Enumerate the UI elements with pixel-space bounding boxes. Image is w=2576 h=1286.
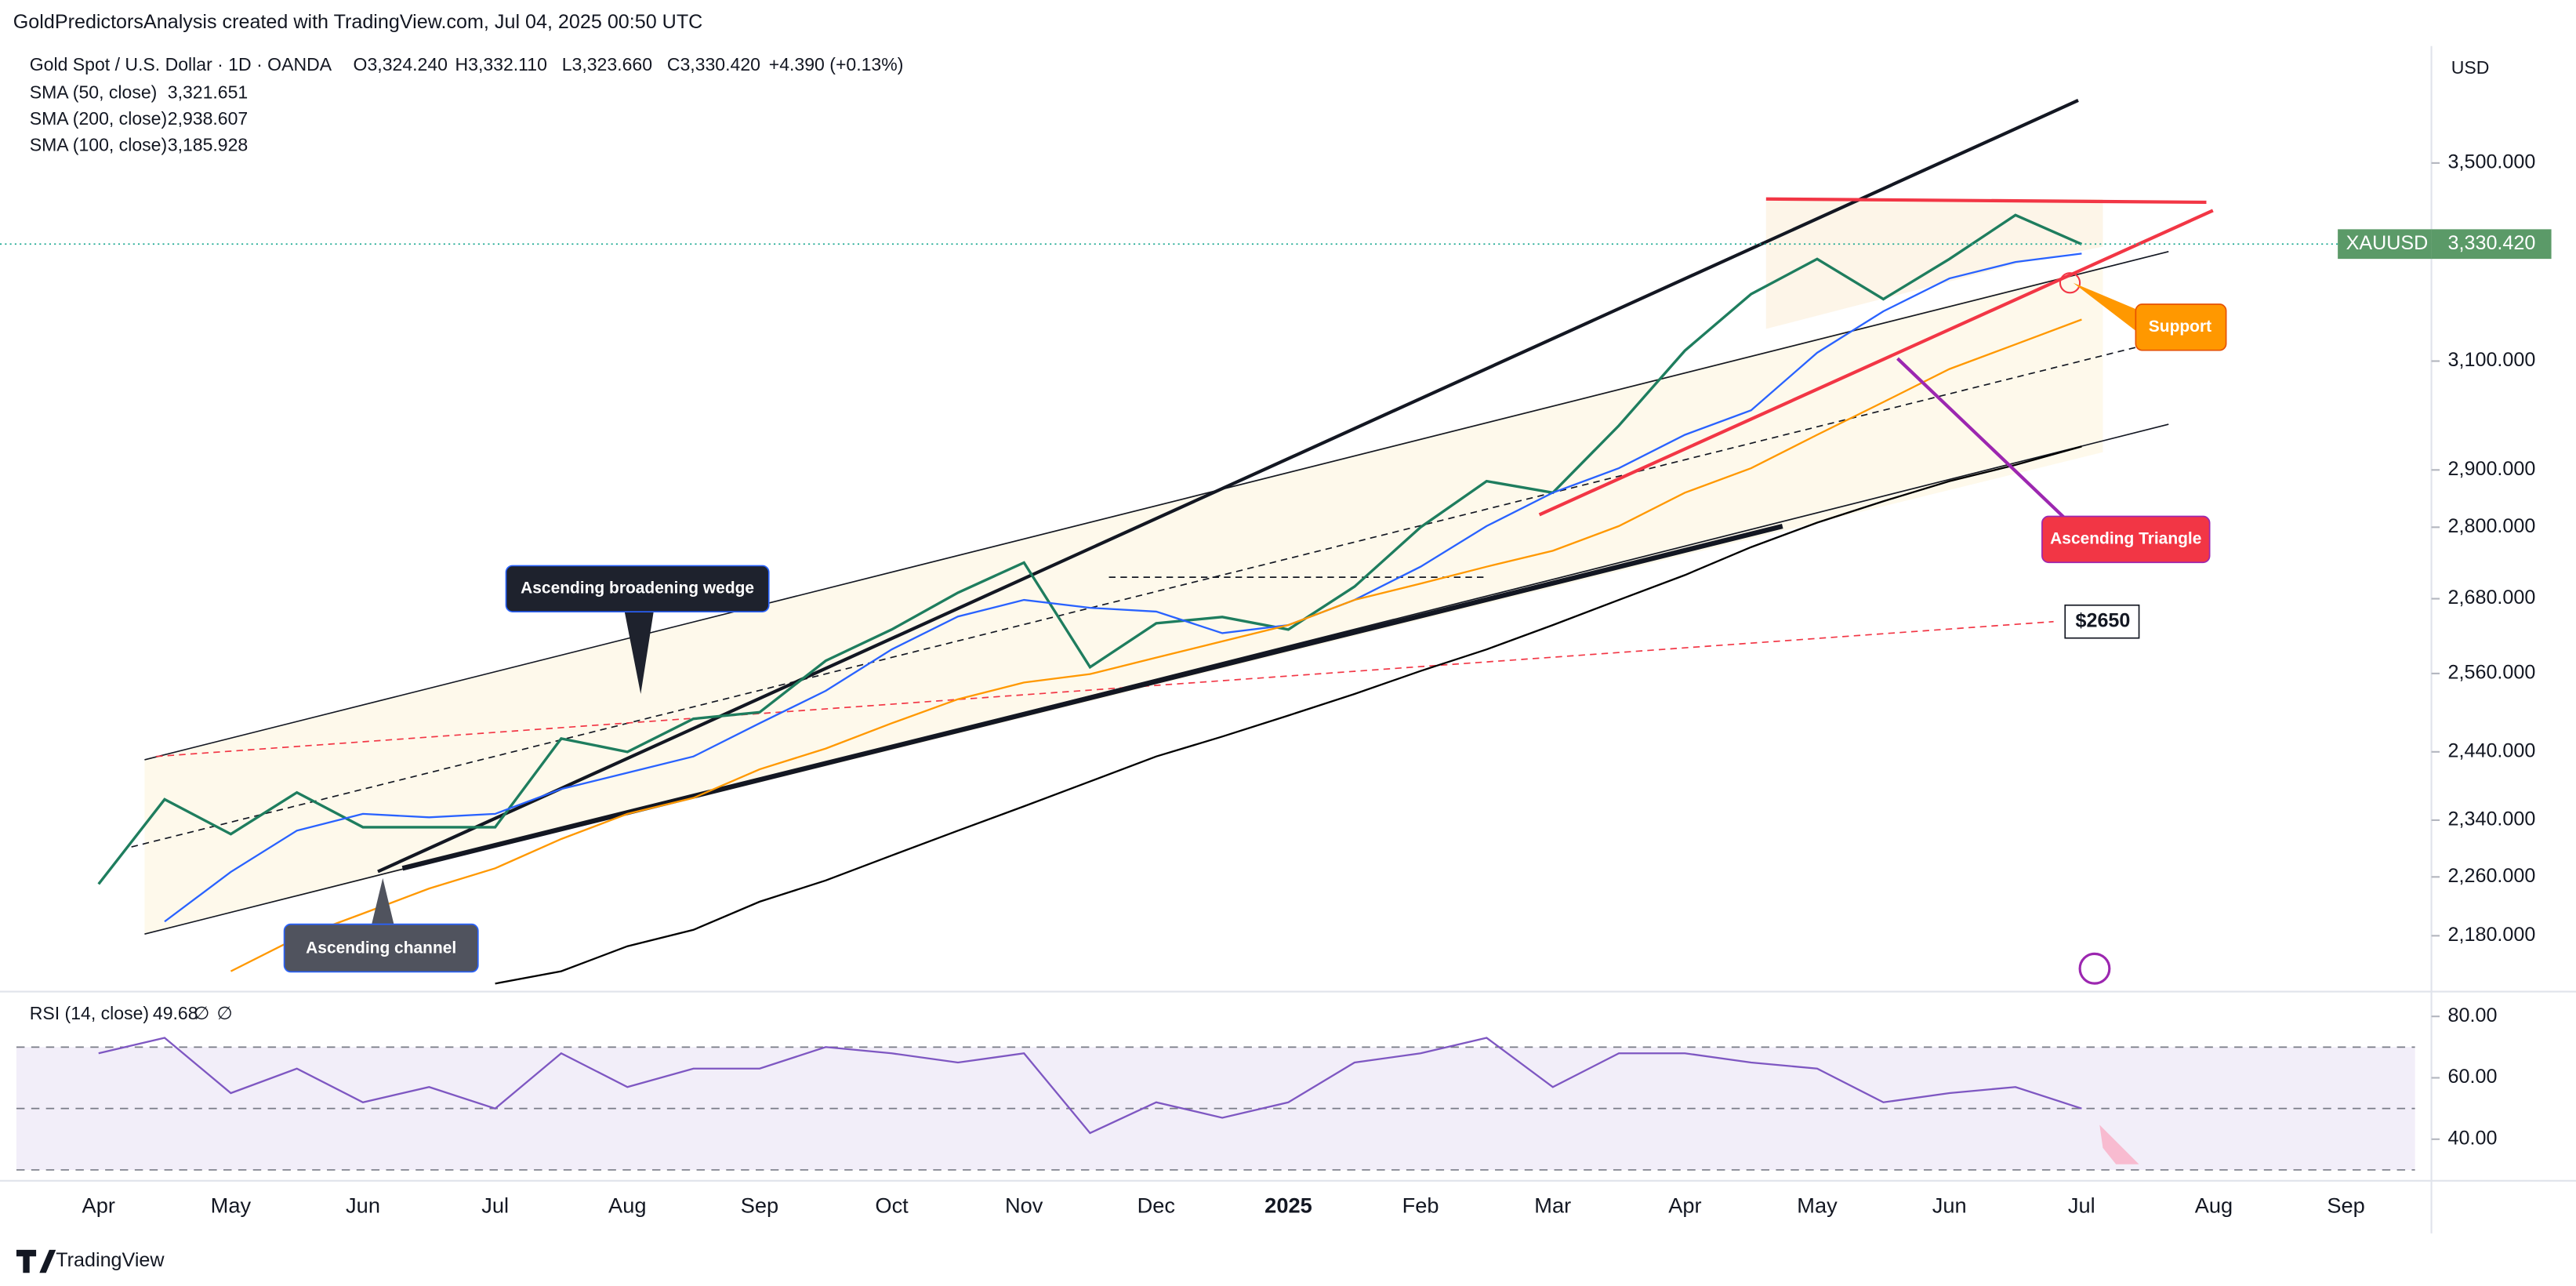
- y-tick-label: 40.00: [2448, 1127, 2498, 1149]
- y-tick-label: 2,440.000: [2448, 739, 2536, 761]
- x-tick-label: Apr: [82, 1193, 115, 1218]
- x-tick-label: May: [211, 1193, 252, 1218]
- annotation: $2650: [2076, 609, 2131, 631]
- annotation: Ascending Triangle: [2050, 529, 2201, 547]
- y-tick-label: 2,260.000: [2448, 865, 2536, 887]
- channel-pointer: [371, 877, 394, 926]
- series-line: [164, 252, 2082, 923]
- legend-value: 2,938.607: [168, 108, 248, 129]
- y-tick-label: 2,560.000: [2448, 662, 2536, 684]
- channel-fill: [144, 266, 2103, 935]
- wedge-pointer: [624, 610, 655, 695]
- annotation: Ascending channel: [306, 939, 456, 957]
- x-tick-label: Jul: [481, 1193, 509, 1218]
- rsi-title: RSI (14, close): [30, 1003, 149, 1023]
- x-tick-label: Dec: [1137, 1193, 1175, 1218]
- level-box: [2064, 604, 2140, 639]
- x-tick-label: Feb: [1402, 1193, 1439, 1218]
- ohlc: H3,332.110: [455, 54, 546, 74]
- y-tick-label: 2,900.000: [2448, 458, 2536, 480]
- x-tick-label: May: [1797, 1193, 1838, 1218]
- support-2650-line: [156, 620, 2054, 757]
- channel-box: [283, 923, 479, 973]
- x-tick-label: Sep: [741, 1193, 778, 1218]
- wedge-bottom: [401, 524, 1783, 871]
- footer: TradingView: [56, 1249, 165, 1271]
- x-tick-label: Jun: [1932, 1193, 1967, 1218]
- support-circle: [2059, 272, 2081, 294]
- y-tick-label: 2,680.000: [2448, 587, 2536, 608]
- ohlc: C3,330.420: [667, 54, 760, 74]
- wedge-top: [377, 99, 2079, 874]
- axis-unit: USD: [2451, 57, 2490, 78]
- legend-value: 3,185.928: [168, 135, 248, 155]
- x-tick-label: Sep: [2327, 1193, 2364, 1218]
- x-tick-label: Jun: [346, 1193, 380, 1218]
- annotation: Ascending broadening wedge: [521, 579, 754, 597]
- legend-name: SMA (50, close): [30, 82, 158, 103]
- triangle-bottom: [1538, 209, 2214, 517]
- triangle-top: [1765, 197, 2207, 205]
- symbol-box: [2338, 229, 2432, 260]
- x-tick-label: Aug: [608, 1193, 646, 1218]
- symbol-label: XAUUSD: [2346, 232, 2429, 254]
- x-tick-label: 2025: [1264, 1193, 1312, 1218]
- ohlc: +4.390 (+0.13%): [769, 54, 904, 74]
- x-tick-label: Oct: [875, 1193, 909, 1218]
- triangle-fill: [1765, 198, 2103, 329]
- y-tick-label: 2,180.000: [2448, 924, 2536, 946]
- last-price-label: 3,330.420: [2448, 232, 2536, 254]
- rsi-arrow: [2099, 1124, 2139, 1164]
- wedge-box: [505, 565, 770, 612]
- ohlc: O3,324.240: [354, 54, 448, 74]
- legend-value: 3,321.651: [168, 82, 248, 103]
- triangle-box: [2041, 515, 2211, 564]
- series-line: [230, 318, 2082, 972]
- channel-mid: [131, 344, 2145, 848]
- series-line: [98, 1037, 2082, 1135]
- y-tick-label: 60.00: [2448, 1066, 2498, 1088]
- ohlc: L3,323.660: [562, 54, 652, 74]
- x-tick-label: Apr: [1668, 1193, 1701, 1218]
- y-tick-label: 3,100.000: [2448, 349, 2536, 371]
- y-tick-label: 2,340.000: [2448, 808, 2536, 830]
- channel-top: [144, 251, 2169, 761]
- x-tick-label: Nov: [1005, 1193, 1043, 1218]
- triangle-arrow: [1896, 357, 2075, 528]
- x-tick-label: Aug: [2195, 1193, 2233, 1218]
- annotation: Support: [2149, 318, 2211, 336]
- price-box: [2431, 229, 2552, 260]
- x-tick-label: Mar: [1534, 1193, 1571, 1218]
- support-pointer: [2073, 282, 2144, 337]
- chart-title: Gold Spot / U.S. Dollar · 1D · OANDA: [30, 54, 332, 74]
- legend-name: SMA (100, close): [30, 135, 167, 155]
- y-tick-label: 3,500.000: [2448, 151, 2536, 173]
- x-tick-label: Jul: [2068, 1193, 2095, 1218]
- replay-icon: [2078, 952, 2111, 985]
- y-tick-label: 80.00: [2448, 1004, 2498, 1026]
- rsi-extra: ∅: [217, 1003, 233, 1023]
- plot: [0, 213, 2432, 1171]
- series-line: [495, 445, 2082, 985]
- rsi-extra: ∅: [194, 1003, 209, 1023]
- series-line: [97, 213, 2083, 885]
- legend-value: 49.68: [153, 1003, 198, 1023]
- support-box: [2135, 303, 2227, 351]
- y-tick-label: 2,800.000: [2448, 515, 2536, 537]
- legend-name: SMA (200, close): [30, 108, 167, 129]
- header: GoldPredictorsAnalysis created with Trad…: [13, 11, 703, 33]
- logo: [16, 1249, 56, 1273]
